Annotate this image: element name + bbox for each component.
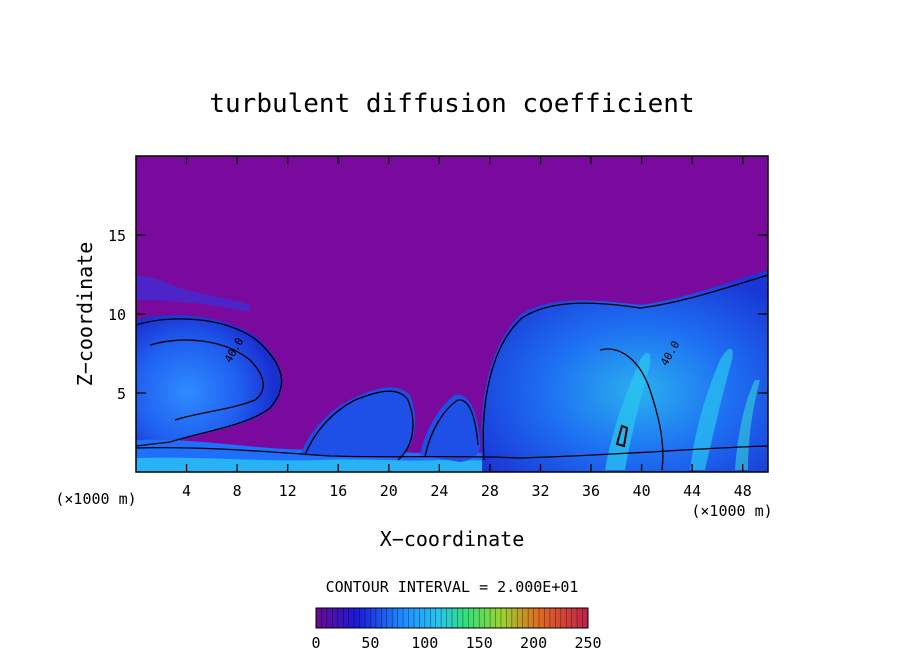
y-axis-label: Z−coordinate: [73, 242, 97, 387]
contour-line-right: [482, 274, 769, 461]
colorbar-tick-label: 50: [361, 634, 379, 652]
x-tick-label: 24: [430, 482, 448, 500]
x-tick-label: 16: [329, 482, 347, 500]
right-streak-2: [690, 348, 733, 470]
contour-closed-small: [615, 424, 629, 448]
x-tick-label: 36: [582, 482, 600, 500]
contour-line-left: [135, 318, 283, 447]
mid-turbulent-cell: [420, 394, 481, 462]
y-tick-label: 10: [108, 306, 126, 324]
left-turbulent-cell: [136, 315, 283, 455]
colorbar: 0 50 100 150 200 250: [311, 607, 602, 652]
contour-line-mid-2: [424, 399, 479, 458]
x-unit-left: (×1000 m): [55, 490, 136, 508]
colorbar-ticks: 0 50 100 150 200 250: [311, 634, 601, 652]
chart-title: turbulent diffusion coefficient: [209, 89, 694, 119]
contour-line-left-inner: [149, 339, 264, 421]
colorbar-tick-label: 200: [520, 634, 547, 652]
right-turbulent-cell: [481, 270, 768, 472]
x-tick-label: 8: [233, 482, 242, 500]
plot-area: [136, 156, 768, 472]
x-axis-label: X−coordinate: [380, 527, 525, 551]
contour-line-mid: [304, 390, 414, 461]
x-tick-label: 4: [182, 482, 191, 500]
contour-line-right-inner: [599, 348, 664, 471]
x-tick-label: 44: [683, 482, 701, 500]
colorbar-tick-label: 100: [411, 634, 438, 652]
x-unit-right: (×1000 m): [691, 502, 772, 520]
colorbar-tick-label: 150: [466, 634, 493, 652]
x-tick-label: 20: [380, 482, 398, 500]
left-upper-band: [136, 275, 250, 312]
x-tick-label: 32: [531, 482, 549, 500]
x-tick-label: 48: [734, 482, 752, 500]
contour-interval-text: CONTOUR INTERVAL = 2.000E+01: [326, 578, 579, 596]
colorbar-bands: [315, 608, 589, 628]
x-tick-label: 28: [481, 482, 499, 500]
colorbar-tick-label: 0: [311, 634, 320, 652]
y-ticks: 5 10 15: [108, 227, 768, 403]
y-tick-label: 5: [117, 385, 126, 403]
right-streak-1: [605, 353, 651, 470]
colorbar-frame: [315, 607, 589, 629]
contour-lines: [135, 274, 769, 471]
mid-left-turbulent-cell: [300, 387, 416, 458]
x-ticks: 4 8 12 16 20 24 28 32 36 40 44 48: [182, 156, 752, 500]
contour-line-bottom: [135, 445, 769, 459]
x-tick-label: 12: [279, 482, 297, 500]
x-tick-label: 40: [633, 482, 651, 500]
colorbar-tick-label: 250: [574, 634, 601, 652]
y-tick-label: 15: [108, 227, 126, 245]
